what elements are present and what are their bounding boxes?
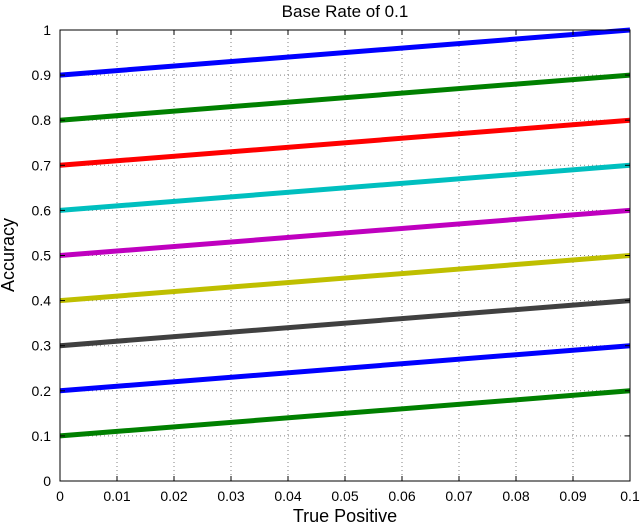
x-tick-label: 0 (56, 488, 64, 504)
y-tick-label: 0.9 (32, 67, 52, 83)
chart-title: Base Rate of 0.1 (282, 2, 409, 21)
series-lines (59, 27, 631, 439)
x-tick-label: 0.1 (620, 488, 640, 504)
series-line-4 (59, 162, 631, 213)
y-tick-label: 0.3 (32, 338, 52, 354)
series-line-2 (59, 72, 631, 123)
axis-ticks (59, 29, 631, 482)
y-tick-label: 0.6 (32, 202, 52, 218)
grid-lines (60, 30, 630, 481)
series-line-8 (59, 343, 631, 394)
y-tick-label: 0.8 (32, 112, 52, 128)
series-line-5 (59, 207, 631, 258)
x-tick-label: 0.03 (217, 488, 244, 504)
y-tick-label: 0.5 (32, 248, 52, 264)
x-tick-label: 0.09 (559, 488, 586, 504)
x-tick-labels: 0 0.01 0.02 0.03 0.04 0.05 0.06 0.07 0.08 0.09 0.1 (56, 488, 640, 504)
x-tick-label: 0.02 (160, 488, 187, 504)
x-tick-label: 0.05 (331, 488, 358, 504)
y-tick-label: 0.1 (32, 428, 52, 444)
y-tick-labels: 0 0.1 0.2 0.3 0.4 0.5 0.6 0.7 0.8 0.9 1 (32, 22, 52, 489)
series-line-1 (59, 27, 631, 78)
y-tick-label: 0 (43, 473, 51, 489)
y-tick-label: 0.7 (32, 157, 52, 173)
x-tick-label: 0.04 (274, 488, 301, 504)
series-line-9 (59, 388, 631, 439)
x-tick-label: 0.07 (445, 488, 472, 504)
x-axis-title: True Positive (293, 506, 397, 526)
x-tick-label: 0.01 (103, 488, 130, 504)
y-tick-label: 0.2 (32, 383, 52, 399)
series-line-6 (59, 253, 631, 304)
x-tick-label: 0.08 (502, 488, 529, 504)
y-tick-label: 1 (43, 22, 51, 38)
series-line-3 (59, 117, 631, 168)
x-tick-label: 0.06 (388, 488, 415, 504)
y-axis-title: Accuracy (0, 218, 18, 292)
series-line-7 (59, 298, 631, 349)
y-tick-label: 0.4 (32, 293, 52, 309)
